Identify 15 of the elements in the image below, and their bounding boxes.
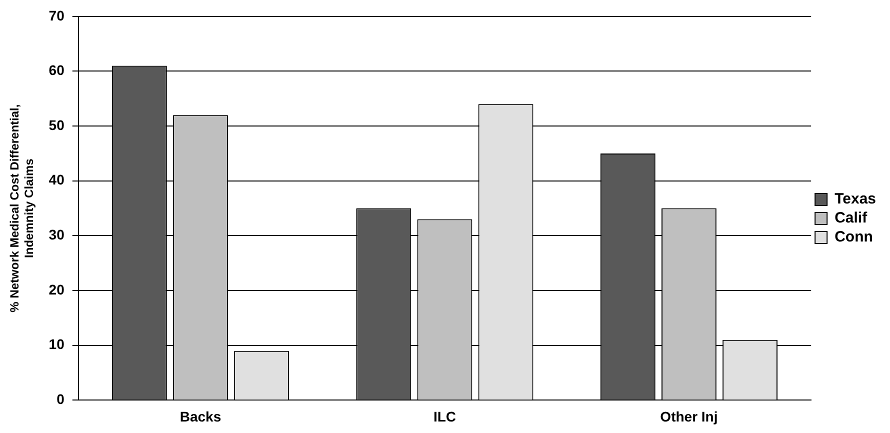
y-tick-label: 20	[48, 281, 65, 298]
x-tick-label: Backs	[180, 408, 222, 424]
y-tick-label: 40	[48, 172, 65, 188]
y-tick-label: 30	[48, 226, 65, 243]
y-tick-label: 10	[48, 336, 65, 352]
legend-label: Calif	[834, 210, 868, 227]
x-tick-label: Other Inj	[660, 408, 718, 424]
legend-label: Texas	[834, 190, 876, 208]
x-tick-label: ILC	[433, 408, 456, 424]
legend-label: Conn	[834, 228, 873, 246]
y-tick-label: 50	[48, 116, 65, 133]
y-tick-label: 0	[56, 391, 65, 408]
y-tick-label: 70	[48, 7, 65, 24]
y-tick-label: 60	[48, 62, 65, 78]
y-axis-title: % Network Medical Cost Differential, Indemnity Claims	[8, 104, 36, 312]
